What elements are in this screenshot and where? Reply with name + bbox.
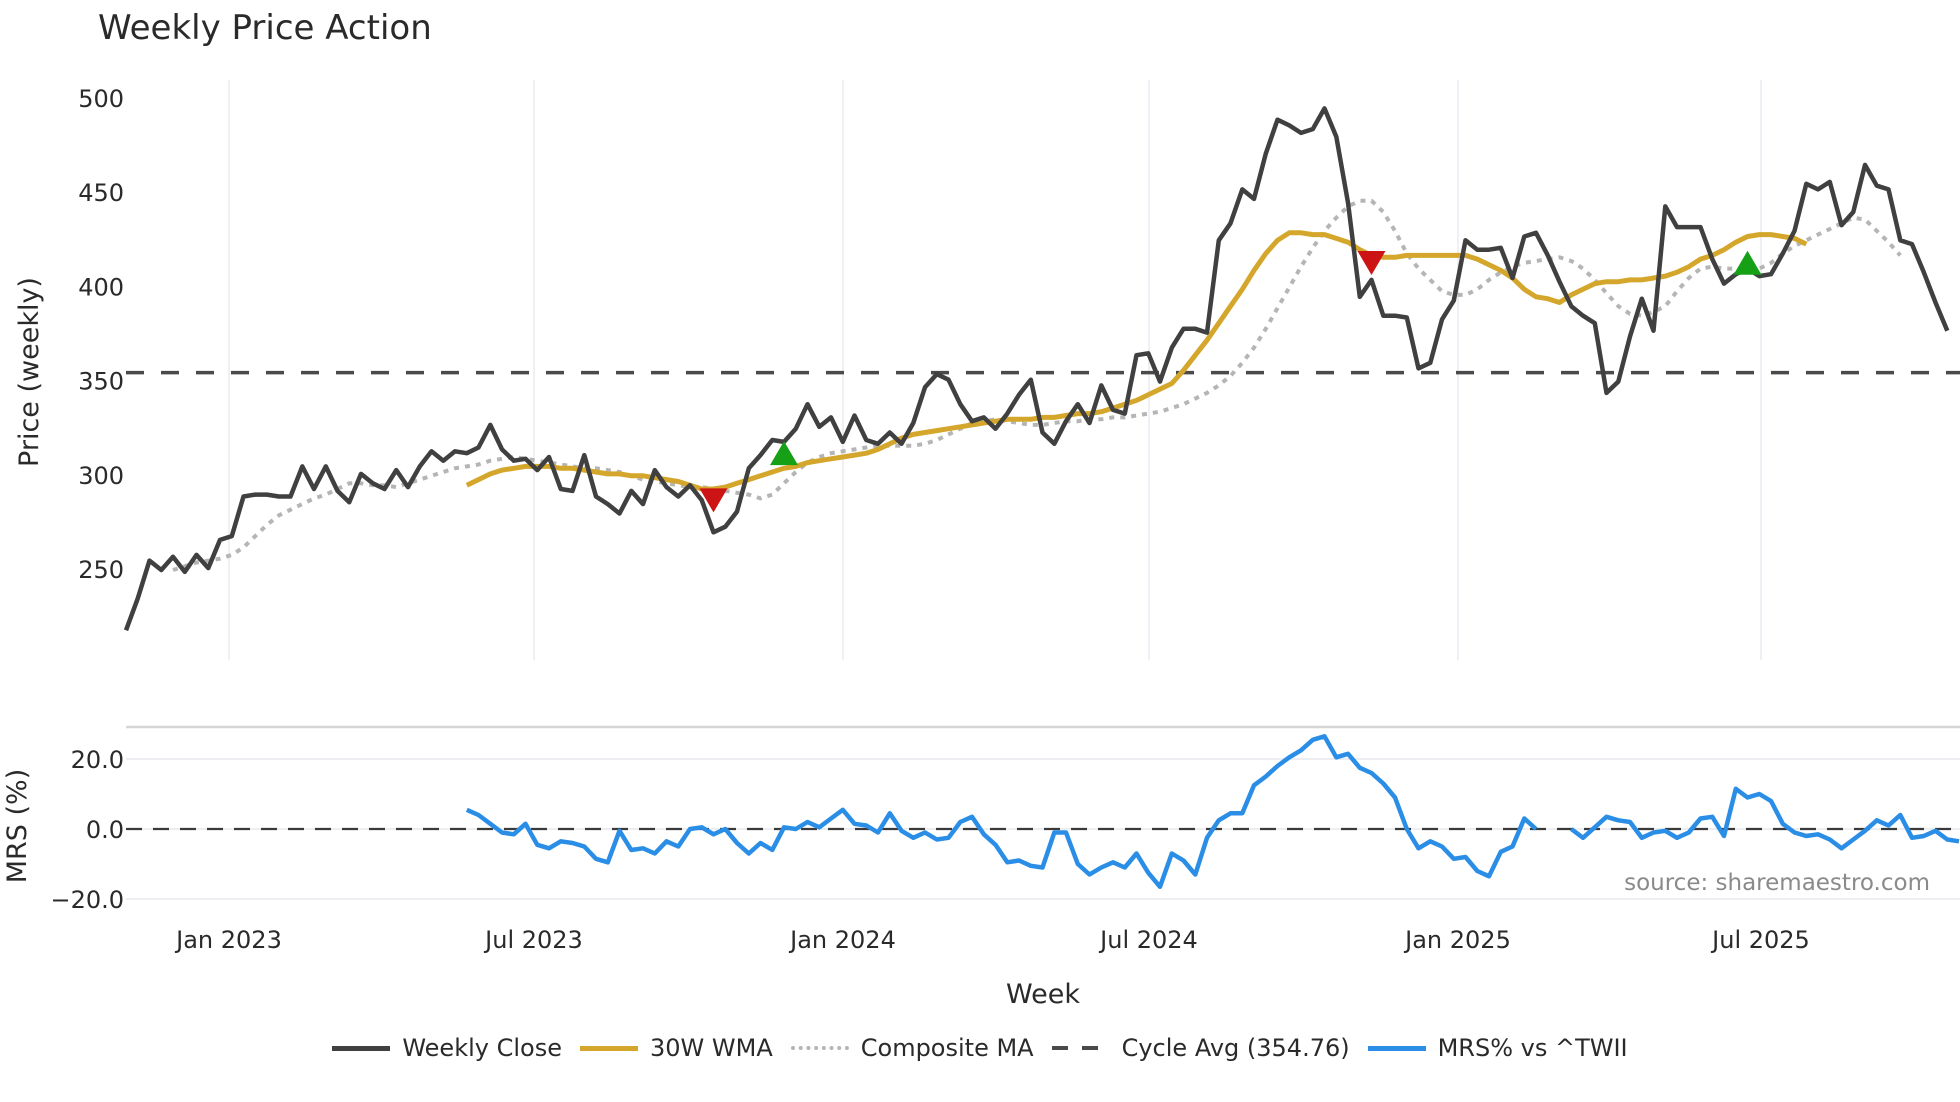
legend-label: 30W WMA: [649, 1034, 773, 1062]
price-y-axis-title: Price (weekly): [14, 277, 45, 467]
x-tick: Jul 2025: [1710, 926, 1810, 954]
mrs-line: [465, 734, 1538, 890]
mrs-y-tick: 0.0: [86, 816, 124, 844]
legend-swatch-icon: [332, 1045, 391, 1051]
legend-label: Composite MA: [860, 1034, 1034, 1062]
legend-label: MRS% vs ^TWII: [1437, 1034, 1628, 1062]
mrs-y-tick: 20.0: [71, 746, 124, 774]
legend-swatch-icon: [579, 1045, 638, 1051]
sell-signal-icon: [1357, 251, 1386, 276]
mrs-y-tick: −20.0: [50, 886, 124, 914]
legend-item[interactable]: Weekly Close: [332, 1034, 562, 1062]
price-gridlines: [228, 80, 1762, 660]
legend-item[interactable]: Composite MA: [790, 1034, 1034, 1062]
legend-label: Weekly Close: [402, 1034, 562, 1062]
mrs-y-axis-title: MRS (%): [2, 769, 33, 884]
legend-item[interactable]: 30W WMA: [579, 1034, 773, 1062]
price-y-tick: 400: [78, 273, 124, 301]
legend-item[interactable]: Cycle Avg (354.76): [1051, 1034, 1350, 1062]
composite-ma-line: [172, 198, 1902, 572]
sell-signal-icon: [699, 488, 728, 513]
legend-swatch-icon: [790, 1046, 849, 1050]
price-y-tick: 300: [78, 462, 124, 490]
x-tick: Jul 2024: [1098, 926, 1198, 954]
price-y-tick: 500: [78, 85, 124, 113]
legend-swatch-icon: [1367, 1045, 1426, 1051]
buy-signal-icon: [770, 441, 798, 466]
price-y-tick: 450: [78, 179, 124, 207]
legend-swatch-icon: [1051, 1046, 1110, 1050]
x-axis-title: Week: [1006, 979, 1080, 1010]
price-y-axis: 250 300 350 400 450 500: [78, 85, 124, 584]
weekly-close-line: [123, 106, 1950, 632]
x-tick: Jan 2023: [174, 926, 282, 954]
x-axis: Jan 2023 Jul 2023 Jan 2024 Jul 2024 Jan 2025…: [174, 926, 1810, 954]
signal-markers: [699, 250, 1762, 513]
legend-item[interactable]: MRS% vs ^TWII: [1367, 1034, 1628, 1062]
price-y-tick: 350: [78, 368, 124, 396]
legend-label: Cycle Avg (354.76): [1121, 1034, 1350, 1062]
price-y-tick: 250: [78, 556, 124, 584]
series-layer: [123, 106, 1960, 890]
source-label: source: sharemaestro.com: [1624, 870, 1930, 896]
legend: Weekly Close 30W WMA Composite MA Cycle Avg…: [0, 1034, 1960, 1062]
x-tick: Jan 2024: [788, 926, 896, 954]
x-tick: Jul 2023: [483, 926, 583, 954]
buy-signal-icon: [1733, 250, 1762, 275]
mrs-y-axis: 20.0 0.0 −20.0: [50, 746, 124, 914]
x-tick: Jan 2025: [1403, 926, 1511, 954]
chart-title: Weekly Price Action: [98, 8, 432, 48]
mrs-line: [1569, 786, 1960, 851]
